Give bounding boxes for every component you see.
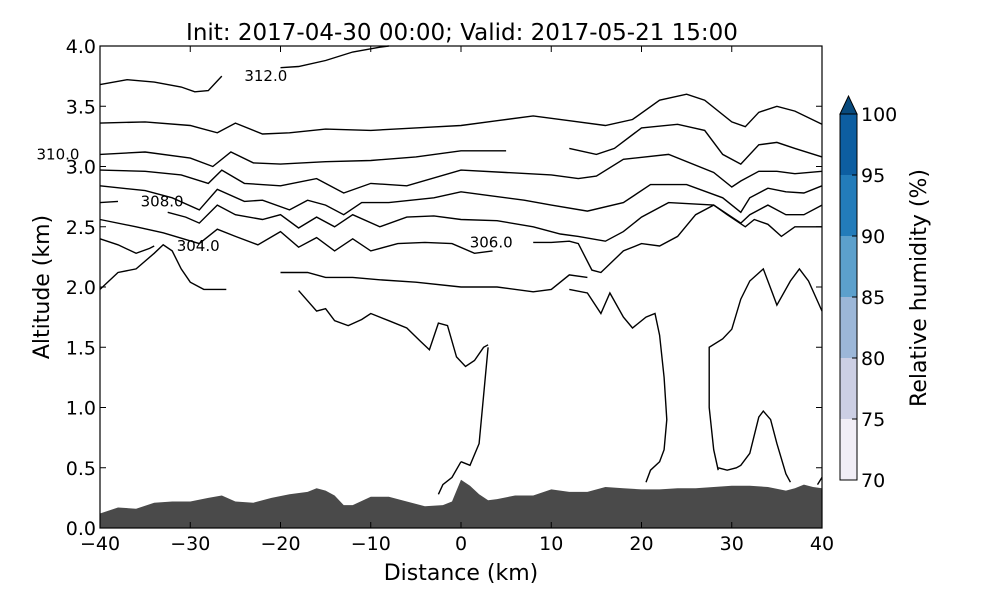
y-axis: 0.0 0.5 1.0 1.5 2.0 2.5 3.0 3.5 4.0 xyxy=(66,36,822,540)
contour-line xyxy=(533,204,822,274)
contour-line xyxy=(99,238,155,255)
contour-label: 312.0 xyxy=(244,67,287,85)
contour-line xyxy=(708,267,823,471)
x-tick-label: 30 xyxy=(720,533,744,555)
y-tick-label: 4.0 xyxy=(66,36,96,58)
x-axis: −40 −30 −20 −10 0 10 20 30 40 xyxy=(80,46,834,555)
x-tick-label: −40 xyxy=(80,533,120,555)
y-tick-label: 0.0 xyxy=(66,518,96,540)
contour-line xyxy=(460,347,489,467)
colorbar-tick-label: 90 xyxy=(861,226,885,248)
y-axis-label: Altitude (km) xyxy=(30,215,55,359)
colorbar-segment xyxy=(840,419,857,480)
contour-label: 306.0 xyxy=(470,233,513,251)
colorbar-segment xyxy=(840,236,857,297)
contour-line xyxy=(437,461,462,495)
y-tick-label: 1.0 xyxy=(66,398,96,420)
contour-line xyxy=(569,123,823,165)
contour-label: 308.0 xyxy=(141,192,184,210)
y-tick-label: 3.5 xyxy=(66,96,96,118)
x-tick-label: 40 xyxy=(810,533,834,555)
contour-line xyxy=(99,75,223,93)
colorbar-segment xyxy=(840,175,857,236)
x-tick-label: −10 xyxy=(351,533,391,555)
x-tick-label: −30 xyxy=(170,533,210,555)
contour-line xyxy=(99,200,119,204)
contour-line xyxy=(99,243,227,291)
contour-line xyxy=(167,201,823,242)
y-tick-label: 2.5 xyxy=(66,217,96,239)
contour-label: 304.0 xyxy=(177,237,220,255)
colorbar-segment xyxy=(840,114,857,175)
x-tick-label: −20 xyxy=(260,533,300,555)
x-tick-label: 10 xyxy=(539,533,563,555)
contour-line xyxy=(99,150,507,168)
colorbar-segment xyxy=(840,358,857,419)
x-tick-label: 20 xyxy=(629,533,653,555)
colorbar-segment xyxy=(840,297,857,358)
y-tick-label: 2.0 xyxy=(66,277,96,299)
colorbar: 70 75 80 85 90 95 100 xyxy=(839,94,897,492)
colorbar-label: Relative humidity (%) xyxy=(907,169,932,407)
contour-labels: 312.0 310.0 308.0 306.0 304.0 xyxy=(37,67,513,255)
y-tick-label: 1.5 xyxy=(66,337,96,359)
colorbar-tick-label: 95 xyxy=(861,165,885,187)
contour-line xyxy=(816,477,823,485)
chart-title: Init: 2017-04-30 00:00; Valid: 2017-05-2… xyxy=(186,20,738,46)
contour-label: 310.0 xyxy=(37,145,80,163)
colorbar-tick-label: 70 xyxy=(861,470,885,492)
x-tick-label: 0 xyxy=(455,533,467,555)
contour-line xyxy=(99,218,493,255)
y-tick-label: 0.5 xyxy=(66,458,96,480)
contour-line xyxy=(280,45,389,69)
y-tick-label: 3.0 xyxy=(66,157,96,179)
contour-lines xyxy=(99,45,823,495)
colorbar-tick-label: 75 xyxy=(861,409,885,431)
contour-line xyxy=(99,93,823,135)
terrain xyxy=(100,479,822,528)
x-axis-label: Distance (km) xyxy=(384,561,539,586)
contour-line xyxy=(99,183,823,216)
contour-line xyxy=(298,290,489,368)
contour-line xyxy=(569,288,668,483)
colorbar-extend-arrow xyxy=(839,94,858,115)
contour-line xyxy=(280,271,588,293)
colorbar-tick-label: 100 xyxy=(861,104,897,126)
plot-area: 312.0 310.0 308.0 306.0 304.0 xyxy=(37,45,823,529)
contour-line xyxy=(99,153,823,194)
colorbar-tick-label: 85 xyxy=(861,287,885,309)
colorbar-tick-label: 80 xyxy=(861,348,885,370)
contour-line xyxy=(718,409,792,483)
